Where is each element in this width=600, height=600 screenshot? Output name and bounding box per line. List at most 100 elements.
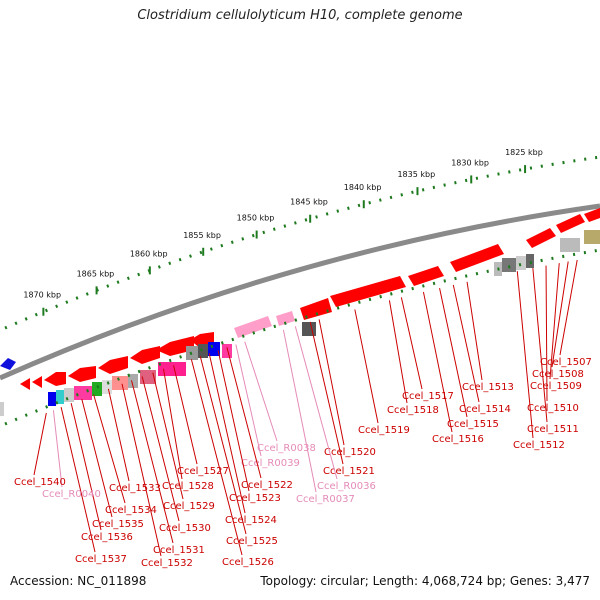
cds-reverse	[32, 376, 42, 388]
gene-leader-line	[400, 297, 423, 390]
gene-block	[584, 230, 600, 244]
cds-reverse	[98, 356, 128, 374]
gene-leader-line	[52, 410, 63, 488]
gene-block	[560, 238, 580, 252]
gene-label: Ccel_1512	[513, 440, 565, 451]
scale-tick-label: 1840 kbp	[344, 183, 382, 192]
gene-label: Ccel_1518	[387, 405, 439, 416]
rna-feature	[234, 316, 272, 338]
gene-block	[48, 392, 56, 406]
gene-leader-line	[60, 406, 96, 553]
gene-leader-line	[190, 359, 243, 556]
gene-label: Ccel_1540	[14, 477, 66, 488]
gene-label: Ccel_1535	[92, 519, 144, 530]
gene-label: Ccel_1537	[75, 554, 127, 565]
gene-leader-line	[70, 403, 102, 531]
gene-leader-line	[33, 412, 47, 476]
gene-label: Ccel_1508	[532, 369, 584, 380]
gene-leader-line	[516, 271, 534, 439]
gene-leader-line	[217, 350, 250, 492]
gene-leader-line	[173, 365, 198, 465]
gene-block	[74, 386, 92, 400]
genome-backbone	[0, 203, 600, 381]
gene-label: Ccel_1531	[153, 545, 205, 556]
gene-label: Ccel_1514	[459, 404, 511, 415]
scale-tick-label: 1865 kbp	[77, 269, 115, 278]
gene-leader-line	[107, 388, 130, 482]
gene-leader-line	[131, 380, 174, 544]
cds-reverse	[68, 366, 96, 382]
gene-block	[140, 370, 156, 384]
gene-block	[158, 362, 186, 376]
gene-label: Ccel_1515	[447, 419, 499, 430]
scale-tick-label: 1870 kbp	[23, 291, 61, 300]
gene-leader-line	[152, 372, 184, 500]
gene-block	[102, 380, 112, 394]
gene-label: Ccel_1509	[530, 381, 582, 392]
gene-label: Ccel_1526	[222, 557, 274, 568]
gene-leader-line	[294, 326, 338, 480]
gene-leader-line	[244, 341, 278, 442]
gene-label: Ccel_1534	[105, 505, 157, 516]
scale-tick-label: 1860 kbp	[130, 249, 168, 258]
accession-text: Accession: NC_011898	[10, 574, 147, 588]
cds-forward	[300, 298, 332, 320]
gene-block	[112, 376, 128, 390]
gene-leader-line	[422, 291, 453, 433]
inner-scale-arc	[4, 248, 600, 426]
gene-leader-line	[208, 353, 246, 514]
gene-block	[222, 344, 232, 358]
cds-reverse	[20, 378, 30, 390]
gene-block	[64, 388, 74, 402]
gene-label: Ccel_1511	[527, 424, 579, 435]
gene-label: Ccel_1527	[177, 466, 229, 477]
gene-label: Ccel_1519	[358, 425, 410, 436]
gene-leader-line	[162, 368, 183, 480]
genome-summary: Topology: circular; Length: 4,068,724 bp…	[260, 574, 590, 588]
gene-leader-line	[551, 261, 569, 368]
gene-leader-line	[388, 300, 408, 404]
gene-leader-line	[532, 268, 548, 423]
gene-leader-line	[81, 398, 113, 518]
gene-label: Ccel_1520	[324, 447, 376, 458]
gene-leader-line	[309, 321, 344, 465]
forward-strand-features	[234, 208, 600, 338]
gene-block	[198, 344, 208, 358]
gene-label: Ccel_1513	[462, 382, 514, 393]
cds-forward	[408, 266, 444, 286]
scale-tick-label: 1855 kbp	[183, 231, 221, 240]
gene-leader-line	[549, 263, 560, 380]
gene-leader-line	[235, 344, 262, 457]
scale-ticks: 1825 kbp 1830 kbp 1835 kbp 1840 kbp 1845 kbp…	[23, 148, 543, 316]
gene-block	[526, 254, 534, 268]
gene-leader-line	[452, 284, 480, 403]
scale-arc	[4, 155, 600, 330]
gene-label: Ccel_1523	[229, 493, 281, 504]
gene-leader-line	[318, 319, 345, 446]
gene-block	[56, 390, 64, 404]
cds-reverse	[156, 336, 194, 356]
cds-forward	[450, 244, 504, 272]
gene-label: Ccel_R0038	[257, 443, 316, 454]
cds-forward	[584, 208, 600, 222]
gene-leader-line	[141, 376, 180, 522]
gene-label: Ccel_1522	[241, 480, 293, 491]
gene-label: Ccel_R0040	[42, 489, 101, 500]
gene-leader-line	[199, 356, 247, 535]
gene-label: Ccel_1507	[540, 357, 592, 368]
gene-label: Ccel_1529	[163, 501, 215, 512]
gene-label: Ccel_1517	[402, 391, 454, 402]
gene-label: Ccel_1533	[109, 483, 161, 494]
gene-label: Ccel_1524	[225, 515, 277, 526]
gene-leader-line	[466, 281, 483, 381]
cds-forward	[526, 228, 556, 248]
gene-label: Ccel_1521	[323, 466, 375, 477]
gene-block	[302, 322, 316, 336]
gene-label: Ccel_1530	[159, 523, 211, 534]
rna-feature	[0, 358, 16, 370]
gene-block	[0, 402, 4, 416]
gene-leader-line	[439, 288, 468, 418]
gene-block	[128, 374, 138, 388]
